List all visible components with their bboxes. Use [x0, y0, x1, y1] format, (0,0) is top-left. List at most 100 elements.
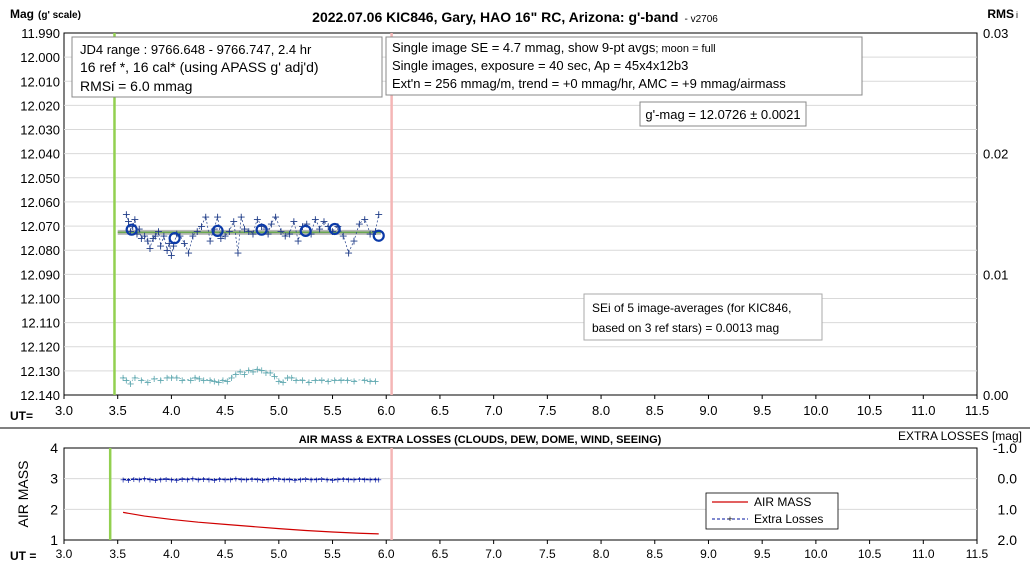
single-image-point: +: [333, 220, 342, 233]
single-image-point: +: [233, 247, 242, 260]
airmass-series: ++++++++++++++++++++++++++++++++++++++++…: [120, 475, 382, 535]
extra-losses-point: +: [351, 476, 358, 485]
single-image-point: +: [257, 220, 266, 233]
extra-losses-point: +: [318, 475, 325, 484]
single-image-point: +: [221, 230, 230, 243]
single-image-line: [125, 213, 380, 256]
single-image-point: +: [328, 225, 337, 238]
airmass-x-tick-label: 7.0: [485, 547, 502, 561]
single-image-point: +: [156, 239, 165, 252]
single-image-point: +: [355, 218, 364, 231]
main-x-tick-label: 7.5: [538, 403, 556, 418]
rmsi-point: +: [318, 375, 326, 386]
main-y-tick-label: 12.120: [20, 340, 60, 355]
single-image-point: +: [267, 218, 276, 231]
main-x-tick-label: 8.0: [592, 403, 610, 418]
rmsi-point: +: [288, 373, 296, 384]
single-image-point: +: [216, 232, 225, 245]
main-y-tick-label: 12.140: [20, 388, 60, 403]
airmass-line: [122, 511, 379, 535]
rmsi-point: +: [156, 375, 164, 386]
rmsi-point: +: [262, 368, 270, 379]
airmass-x-tick-label: 7.5: [539, 547, 556, 561]
extra-losses-point: +: [195, 476, 202, 485]
main-xlabel: UT=: [10, 409, 33, 423]
single-image-point: +: [302, 218, 311, 231]
mag-result-box: [639, 101, 807, 127]
average-point: [255, 223, 268, 236]
rmsi-point: +: [210, 377, 218, 388]
sei-box-line-1: SEi of 5 image-averages (for KIC846,: [592, 301, 791, 315]
rmsi-point: +: [361, 375, 369, 386]
main-x-tick-label: 4.0: [162, 403, 180, 418]
extra-losses-point: +: [173, 476, 180, 485]
airmass-x-tick-label: 9.0: [700, 547, 717, 561]
single-image-point: +: [132, 227, 141, 240]
rmsi-point: +: [324, 377, 332, 388]
extra-losses-point: +: [367, 476, 374, 485]
single-image-point: +: [240, 222, 249, 235]
rmsi-point: +: [187, 375, 195, 386]
single-image-point: +: [271, 210, 280, 223]
airmass-x-tick-label: 9.5: [754, 547, 771, 561]
rmsi-point: +: [122, 375, 130, 386]
extra-losses-point: +: [345, 475, 352, 484]
rmsi-point: +: [245, 366, 253, 377]
rmsi-point: +: [292, 375, 300, 386]
main-y-tick-label: 12.030: [20, 123, 60, 138]
rmsi-point: +: [131, 373, 139, 384]
extra-losses-point: +: [249, 475, 256, 484]
rmsi-point: +: [298, 375, 306, 386]
main-x-tick-label: 5.0: [270, 403, 288, 418]
airmass-y-tick-labels: 4 3 2 1: [50, 440, 58, 548]
main-y-tick-label: 12.090: [20, 267, 60, 282]
main-x-tick-label: 9.0: [699, 403, 717, 418]
main-y-tick-label: 12.060: [20, 195, 60, 210]
rmsi-point: +: [137, 375, 145, 386]
main-x-tick-label: 4.5: [216, 403, 234, 418]
airmass-x-tick-label: 10.0: [804, 547, 828, 561]
rmsi-point: +: [279, 378, 287, 389]
airmass-y2-tick-label: 1.0: [998, 501, 1018, 517]
extra-losses-point: +: [329, 476, 336, 485]
airmass-x-tick-label: 11.0: [912, 547, 935, 561]
rmsi-point: +: [337, 375, 345, 386]
airmass-session-markers: [108, 448, 393, 540]
extra-losses-point: +: [265, 475, 272, 484]
extra-losses-point: +: [206, 475, 213, 484]
info-box-summary-line-3: RMSi = 6.0 mmag: [80, 78, 192, 94]
extra-losses-point: +: [335, 475, 342, 484]
extra-losses-point: +: [324, 476, 331, 485]
single-image-point: +: [159, 230, 168, 243]
extra-losses-point: +: [136, 476, 143, 485]
airmass-y2-tick-label: 0.0: [998, 471, 1018, 487]
single-image-point: +: [124, 215, 133, 228]
rmsi-point: +: [199, 375, 207, 386]
airmass-title: AIR MASS & EXTRA LOSSES (CLOUDS, DEW, DO…: [299, 434, 662, 446]
single-image-point: +: [210, 222, 219, 235]
single-image-point: +: [263, 227, 272, 240]
rmsi-point: +: [191, 373, 199, 384]
extra-losses-point: +: [238, 475, 245, 484]
rmsi-point: +: [223, 377, 231, 388]
extra-losses-point: +: [147, 475, 154, 484]
main-y2-tick-label: 0.02: [983, 147, 1008, 162]
airmass-plot-area: [63, 447, 978, 541]
extra-losses-point: +: [243, 476, 250, 485]
sei-box: [583, 293, 823, 341]
single-image-point: +: [289, 215, 298, 228]
main-x-tick-label: 10.5: [857, 403, 882, 418]
single-image-point: +: [276, 225, 285, 238]
main-y-tick-label: 12.110: [21, 316, 60, 331]
rmsi-point: +: [270, 372, 278, 383]
mag-result-text: g'-mag = 12.0726 ± 0.0021: [645, 107, 800, 122]
rmsi-point: +: [167, 373, 175, 384]
single-image-point: +: [344, 247, 353, 260]
extra-losses-point: +: [130, 475, 137, 484]
airmass-x-tick-label: 4.5: [217, 547, 234, 561]
main-x-tick-label: 10.0: [803, 403, 828, 418]
main-x-tick-label: 7.0: [485, 403, 503, 418]
average-point: [299, 224, 312, 237]
extra-losses-point: +: [356, 475, 363, 484]
info-box-summary-line-2: 16 ref *, 16 cal* (using APASS g' adj'd): [80, 59, 319, 75]
